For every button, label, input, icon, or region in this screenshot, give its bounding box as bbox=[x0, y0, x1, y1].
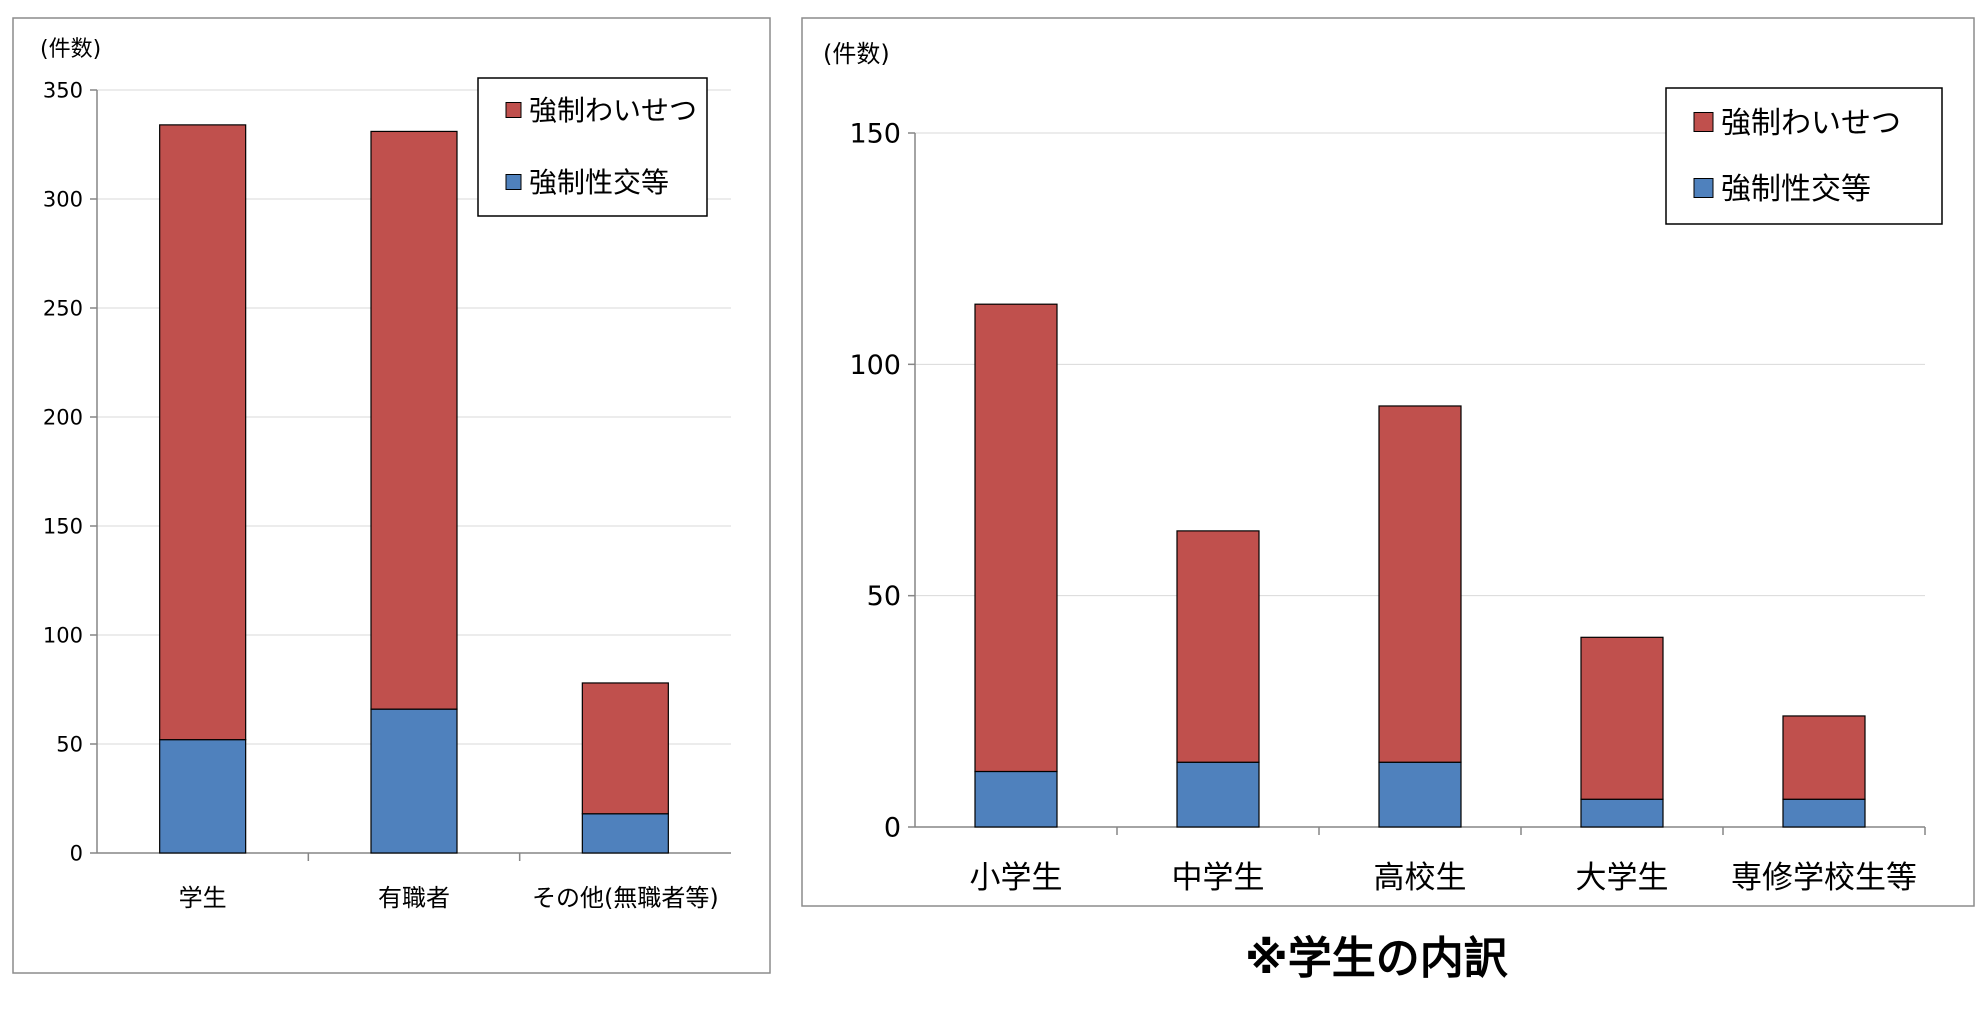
chart2-legend-box bbox=[1665, 87, 1943, 225]
chart2-bar-red bbox=[1580, 636, 1664, 800]
chart2-bar-red bbox=[1176, 530, 1260, 763]
chart1-y-tick-label: 0 bbox=[70, 841, 83, 865]
chart1-y-tick-label: 150 bbox=[43, 514, 83, 538]
chart2-bar-blue bbox=[1378, 761, 1462, 828]
chart1-y-tick-label: 200 bbox=[43, 405, 83, 429]
chart2-bar-blue bbox=[1580, 798, 1664, 828]
chart1-bar-red bbox=[370, 130, 458, 710]
chart2-bar-red bbox=[1378, 405, 1462, 763]
chart1-legend-swatch bbox=[505, 102, 522, 118]
chart2-category-label: 中学生 bbox=[1172, 860, 1265, 896]
chart2-y-tick-label: 50 bbox=[867, 581, 901, 612]
chart2-category-label: 大学生 bbox=[1576, 860, 1669, 896]
chart1-bar-blue bbox=[581, 813, 669, 854]
breakdown-caption: ※学生の内訳 bbox=[1245, 933, 1508, 984]
chart1-category-label: 学生 bbox=[179, 884, 227, 912]
chart1-category-label: 有職者 bbox=[378, 884, 450, 912]
chart1-legend-label: 強制わいせつ bbox=[529, 94, 697, 127]
chart2-legend-swatch bbox=[1693, 178, 1714, 198]
chart2-legend-label: 強制わいせつ bbox=[1721, 106, 1901, 141]
chart1-y-tick-label: 100 bbox=[43, 623, 83, 647]
chart2-bar-blue bbox=[1782, 798, 1866, 828]
chart1-bar-red bbox=[159, 124, 247, 741]
chart1-category-label: その他(無職者等) bbox=[532, 884, 719, 912]
chart2-y-tick-label: 150 bbox=[849, 118, 901, 149]
chart2-category-label: 小学生 bbox=[970, 860, 1063, 896]
chart2-category-label: 専修学校生等 bbox=[1731, 860, 1917, 896]
chart1-bar-blue bbox=[159, 739, 247, 854]
chart1-legend-box bbox=[477, 77, 708, 217]
chart2-bar-blue bbox=[1176, 761, 1260, 828]
chart2-category-label: 高校生 bbox=[1374, 860, 1467, 896]
chart1-bar-red bbox=[581, 682, 669, 815]
chart1-legend-swatch bbox=[505, 174, 522, 190]
chart2-y-tick-label: 100 bbox=[849, 350, 901, 381]
chart2-legend-label: 強制性交等 bbox=[1721, 172, 1871, 207]
chart1-bar-blue bbox=[370, 708, 458, 854]
chart1-y-tick-label: 350 bbox=[43, 78, 83, 102]
chart2-bar-red bbox=[1782, 715, 1866, 800]
chart2-unit-label: (件数) bbox=[823, 40, 890, 68]
chart2-bar-blue bbox=[974, 770, 1058, 828]
chart2-y-tick-label: 0 bbox=[884, 812, 901, 843]
chart1-legend-label: 強制性交等 bbox=[529, 166, 669, 199]
chart2-legend-swatch bbox=[1693, 112, 1714, 132]
chart1-unit-label: (件数) bbox=[40, 37, 101, 62]
chart1-y-tick-label: 50 bbox=[56, 732, 83, 756]
chart1-y-tick-label: 300 bbox=[43, 187, 83, 211]
chart1-y-tick-label: 250 bbox=[43, 296, 83, 320]
chart2-bar-red bbox=[974, 303, 1058, 773]
